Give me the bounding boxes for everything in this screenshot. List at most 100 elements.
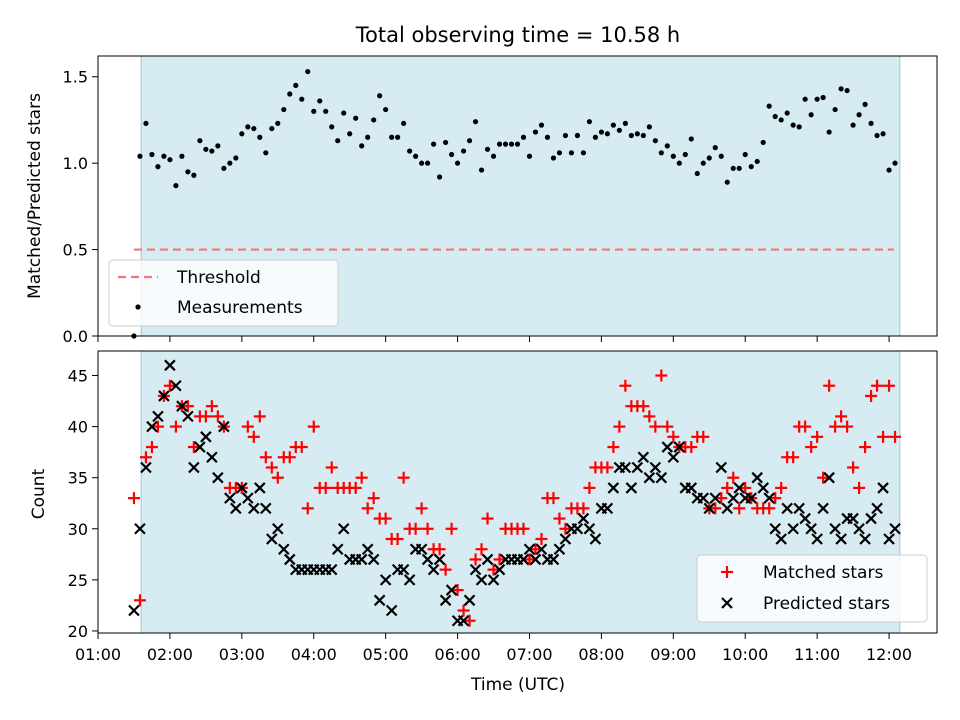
measurement-point [826, 129, 832, 135]
measurement-point [844, 87, 850, 94]
measurement-point [413, 153, 419, 159]
measurement-point [556, 150, 563, 156]
predicted-star-point [661, 441, 674, 453]
matched-star-point [139, 451, 152, 464]
predicted-star-point [823, 471, 835, 484]
matched-star-point [787, 451, 800, 464]
matched-star-point [397, 471, 410, 484]
measurement-point [239, 131, 245, 137]
predicted-star-point [212, 471, 224, 484]
measurement-point [508, 141, 515, 147]
measurement-point [544, 134, 551, 140]
bottom-x-tick-label: 07:00 [506, 645, 552, 664]
matched-star-point [361, 502, 374, 515]
predicted-star-point [703, 502, 716, 515]
predicted-star-point [619, 461, 632, 474]
measurement-point [149, 151, 155, 158]
predicted-star-point [649, 461, 662, 474]
predicted-star-point [278, 543, 290, 555]
bottom-legend-matched-label: Matched stars [763, 563, 883, 583]
matched-star-point [181, 400, 194, 413]
measurement-point [712, 145, 718, 151]
measurement-point [514, 141, 521, 147]
predicted-star-point [427, 563, 440, 576]
bottom-x-tick-label: 09:00 [650, 645, 696, 664]
matched-star-point [841, 420, 854, 433]
predicted-star-point [200, 431, 212, 443]
predicted-star-point [709, 492, 722, 504]
measurement-point [538, 122, 545, 128]
predicted-star-point [403, 574, 416, 586]
matched-star-point [259, 451, 272, 464]
bottom-x-tick-label: 02:00 [147, 645, 193, 664]
predicted-star-point [206, 451, 218, 464]
measurement-point [335, 138, 341, 144]
predicted-star-point [523, 543, 536, 555]
measurement-point [431, 141, 437, 147]
measurement-point [251, 125, 257, 132]
top-legend: Threshold Measurements [108, 259, 339, 327]
predicted-star-point [248, 502, 260, 515]
matched-star-point [445, 522, 458, 535]
matched-star-point [889, 430, 902, 443]
predicted-star-point [170, 379, 182, 392]
measurement-point [448, 151, 455, 158]
bottom-x-axis-label: Time (UTC) [470, 675, 565, 695]
predicted-star-point [421, 553, 434, 566]
matched-star-point [325, 461, 338, 474]
predicted-star-point [188, 461, 200, 474]
matched-star-point [295, 441, 308, 454]
matched-star-point [211, 410, 224, 423]
measurement-point [311, 108, 317, 114]
matched-star-point [811, 430, 824, 443]
measurement-point [502, 141, 509, 147]
matched-star-point [529, 543, 542, 556]
measurement-point [257, 134, 263, 140]
bottom-x-tick-label: 01:00 [75, 645, 121, 664]
matched-star-point [739, 481, 752, 494]
matched-star-point [253, 410, 266, 423]
matched-star-point [637, 400, 650, 413]
measurement-point [694, 170, 700, 177]
measurement-point [395, 134, 401, 140]
measurement-point [670, 153, 676, 159]
predicted-star-point [643, 471, 656, 484]
measurement-point [778, 117, 784, 123]
measurement-point [718, 153, 724, 159]
matched-star-point [721, 481, 734, 494]
bottom-x-tick-label: 06:00 [435, 645, 481, 664]
predicted-star-point [445, 584, 458, 596]
predicted-star-point [439, 594, 452, 607]
measurement-point [886, 167, 892, 173]
measurement-point [215, 143, 221, 149]
measurement-point [287, 91, 293, 97]
matched-star-point [559, 522, 572, 535]
matched-star-point [583, 481, 596, 494]
predicted-star-point [128, 604, 140, 617]
matched-star-point [823, 379, 836, 392]
measurement-point [850, 122, 856, 128]
bottom-x-tick-label: 10:00 [722, 645, 768, 664]
predicted-star-point [727, 492, 740, 504]
predicted-star-point [182, 410, 194, 423]
measurement-point [892, 160, 898, 166]
predicted-star-point [463, 594, 476, 607]
bottom-y-tick-label: 35 [68, 469, 88, 488]
matched-star-point [421, 522, 434, 535]
measurement-point [772, 113, 778, 120]
matched-star-point [715, 492, 728, 505]
measurement-point [766, 103, 772, 109]
measurement-point [628, 132, 634, 139]
measurement-point [622, 120, 628, 127]
matched-star-point [829, 420, 842, 433]
matched-star-point [415, 502, 428, 515]
bottom-legend-predicted-label: Predicted stars [763, 594, 890, 614]
measurement-point [197, 138, 203, 144]
matched-star-point [469, 553, 482, 566]
matched-star-point [535, 533, 548, 545]
matched-star-point [409, 522, 422, 535]
bottom-plot-area: 20 25 30 35 40 45 01:00 02:00 03:00 04:00 05:00 06… [68, 350, 938, 664]
predicted-star-point [367, 553, 380, 566]
matched-star-point [271, 471, 284, 484]
matched-star-point [733, 502, 746, 515]
